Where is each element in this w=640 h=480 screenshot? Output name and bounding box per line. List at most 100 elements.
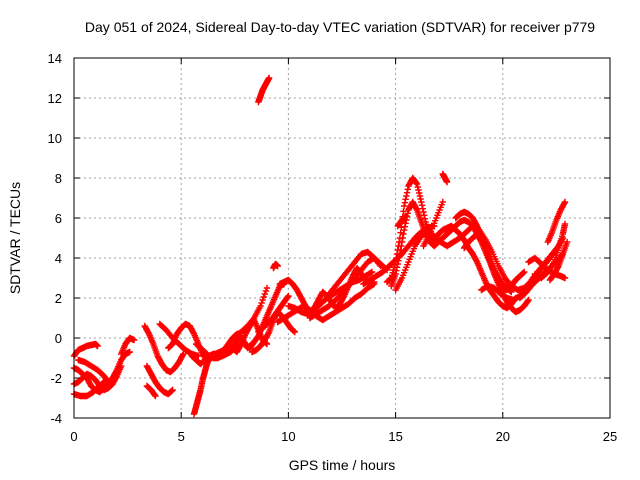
data-point: [392, 270, 399, 278]
data-point: [400, 226, 408, 234]
y-axis-label: SDTVAR / TECUs: [7, 182, 23, 294]
data-point: [145, 329, 152, 336]
data-point: [151, 391, 158, 399]
series-arc-g: [141, 322, 187, 376]
data-point: [413, 179, 420, 187]
data-point: [235, 342, 243, 350]
data-point: [402, 196, 409, 203]
data-point: [263, 284, 271, 292]
x-tick-label: 10: [281, 429, 295, 444]
data-point: [262, 287, 270, 295]
data-point: [249, 316, 257, 323]
data-point: [265, 74, 273, 82]
data-point: [401, 223, 409, 230]
data-point: [112, 374, 120, 381]
series-arc-n: [193, 340, 243, 362]
data-point: [399, 234, 406, 242]
data-point: [416, 192, 424, 200]
data-point: [259, 296, 266, 304]
series-arc-p: [231, 284, 271, 340]
data-point: [393, 264, 401, 271]
data-point: [420, 208, 427, 216]
x-tick-labels: 0 5 10 15 20 25: [70, 429, 617, 444]
axis-ticks: [73, 57, 611, 419]
data-points: [70, 74, 571, 418]
data-point: [524, 297, 532, 305]
y-tick-label: 4: [55, 251, 62, 266]
x-tick-label: 15: [388, 429, 402, 444]
grid-lines: [74, 58, 610, 418]
series-arc-y: [325, 248, 384, 298]
data-point: [400, 230, 407, 238]
y-tick-label: 2: [55, 291, 62, 306]
data-point: [561, 198, 569, 206]
data-point: [443, 178, 451, 186]
data-point: [104, 377, 111, 385]
plot-frame: [73, 57, 611, 419]
x-tick-label: 5: [178, 429, 185, 444]
series-arc-ae: [420, 198, 446, 250]
data-point: [179, 352, 186, 359]
data-point: [400, 208, 407, 215]
y-tick-label: -2: [50, 371, 62, 386]
data-point: [400, 202, 408, 210]
data-point: [415, 186, 422, 194]
data-point: [261, 290, 269, 298]
data-point: [473, 221, 480, 228]
data-point: [117, 362, 125, 370]
y-tick-label: -4: [50, 411, 62, 426]
x-tick-label: 25: [603, 429, 617, 444]
data-point: [393, 267, 400, 274]
series-arc-r: [255, 292, 292, 336]
data-point: [395, 257, 402, 264]
series-arc-j: [143, 382, 159, 400]
data-point: [394, 260, 401, 268]
y-tick-labels: -4 -2 0 2 4 6 8 10 12 14: [48, 51, 62, 426]
data-point: [521, 268, 528, 276]
data-point: [105, 378, 112, 386]
series-arc-v: [274, 280, 378, 326]
data-point: [398, 238, 406, 246]
data-point: [94, 342, 101, 350]
data-point: [413, 205, 420, 212]
data-point: [419, 205, 426, 212]
series-arc-af: [439, 170, 451, 186]
series-arc-d: [70, 376, 110, 400]
data-point: [561, 220, 569, 228]
data-point: [403, 192, 410, 200]
data-point: [473, 257, 480, 264]
chart-title: Day 051 of 2024, Sidereal Day-to-day VTE…: [85, 19, 595, 35]
data-point: [525, 296, 532, 304]
data-point: [257, 302, 264, 310]
data-point: [260, 293, 267, 301]
data-point: [398, 242, 405, 250]
data-point: [403, 212, 410, 220]
data-point: [376, 261, 383, 268]
series-arc-am: [544, 198, 569, 246]
series-arc-f: [117, 334, 138, 358]
data-point: [401, 199, 409, 206]
y-tick-label: 6: [55, 211, 62, 226]
y-tick-label: 12: [48, 91, 62, 106]
data-point: [285, 292, 292, 300]
data-point: [265, 330, 272, 337]
data-point: [415, 189, 423, 197]
y-tick-label: 8: [55, 171, 62, 186]
data-point: [397, 229, 404, 236]
data-point: [418, 198, 425, 206]
data-point: [274, 262, 281, 270]
series-arc-t: [270, 260, 281, 272]
series-arc-an: [546, 238, 571, 284]
data-point: [284, 293, 291, 301]
data-point: [377, 262, 384, 270]
data-point: [169, 386, 176, 394]
data-point: [439, 198, 446, 206]
data-point: [195, 352, 202, 360]
series-arc-e: [75, 356, 112, 386]
data-point: [395, 254, 403, 261]
y-tick-label: 0: [55, 331, 62, 346]
y-tick-label: 10: [48, 131, 62, 146]
x-axis-label: GPS time / hours: [289, 457, 396, 473]
data-point: [563, 238, 571, 246]
